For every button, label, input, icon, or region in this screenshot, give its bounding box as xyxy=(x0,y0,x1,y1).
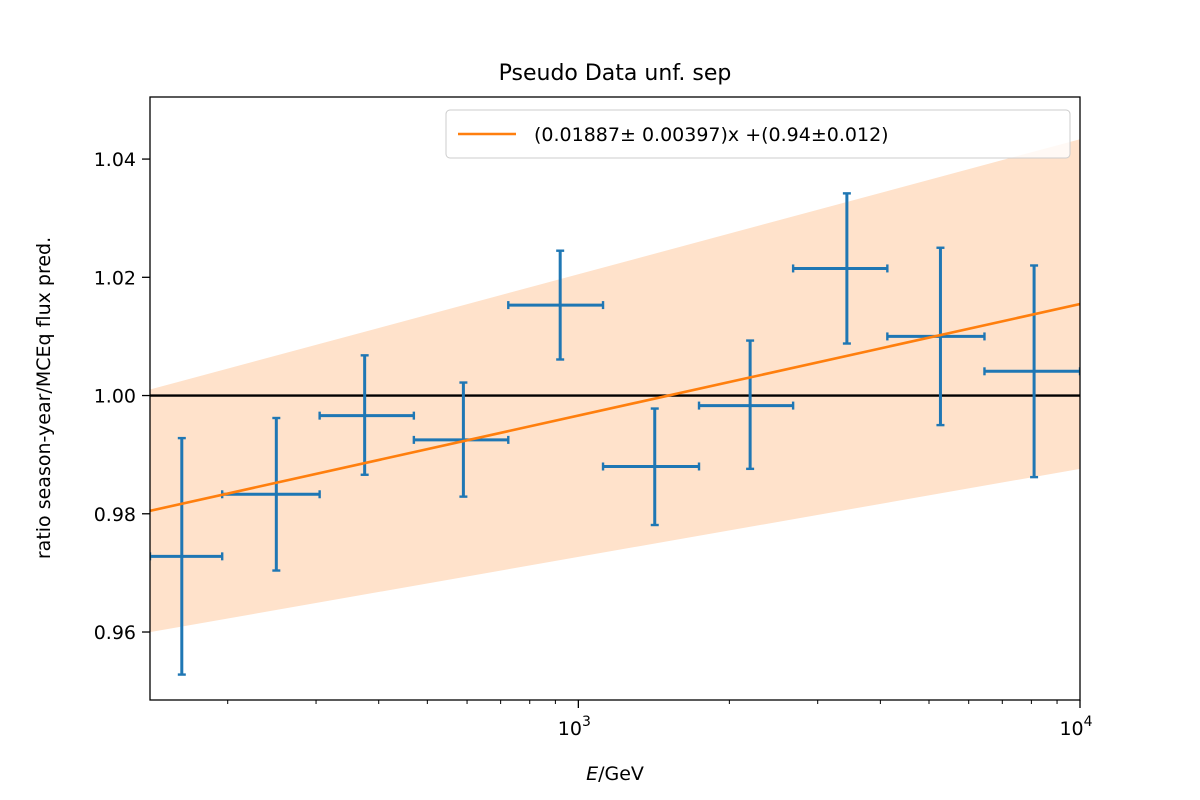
data-point xyxy=(791,192,889,345)
plot-area xyxy=(150,139,1080,676)
fit-line xyxy=(150,302,1080,513)
data-point xyxy=(983,264,1080,479)
x-axis: 103 104 xyxy=(227,700,1093,740)
data-point xyxy=(150,436,224,676)
y-tick-label: 0.98 xyxy=(94,504,136,526)
data-point xyxy=(318,354,416,476)
data-point xyxy=(412,381,510,498)
legend: (0.01887± 0.00397)x +(0.94±0.012) xyxy=(445,109,1071,159)
x-tick-label: 103 xyxy=(558,714,591,740)
data-points xyxy=(150,192,1080,676)
legend-box xyxy=(445,109,1071,159)
chart-title: Pseudo Data unf. sep xyxy=(499,61,732,86)
y-tick-label: 1.02 xyxy=(94,267,136,289)
data-point xyxy=(507,249,605,361)
y-tick-label: 1.00 xyxy=(94,386,136,408)
legend-label: (0.01887± 0.00397)x +(0.94±0.012) xyxy=(534,124,889,146)
y-tick-label: 0.96 xyxy=(94,622,136,644)
data-point xyxy=(601,407,701,527)
axes-frame xyxy=(149,96,1081,701)
y-tick-label: 1.04 xyxy=(94,149,136,171)
x-axis-label: E/GeV xyxy=(586,763,644,785)
x-tick-label: 104 xyxy=(1059,714,1092,740)
y-axis-label: ratio season-year/MCEq flux pred. xyxy=(33,237,55,559)
data-point xyxy=(697,339,795,471)
y-axis: 0.96 0.98 1.00 1.02 1.04 xyxy=(94,149,150,644)
